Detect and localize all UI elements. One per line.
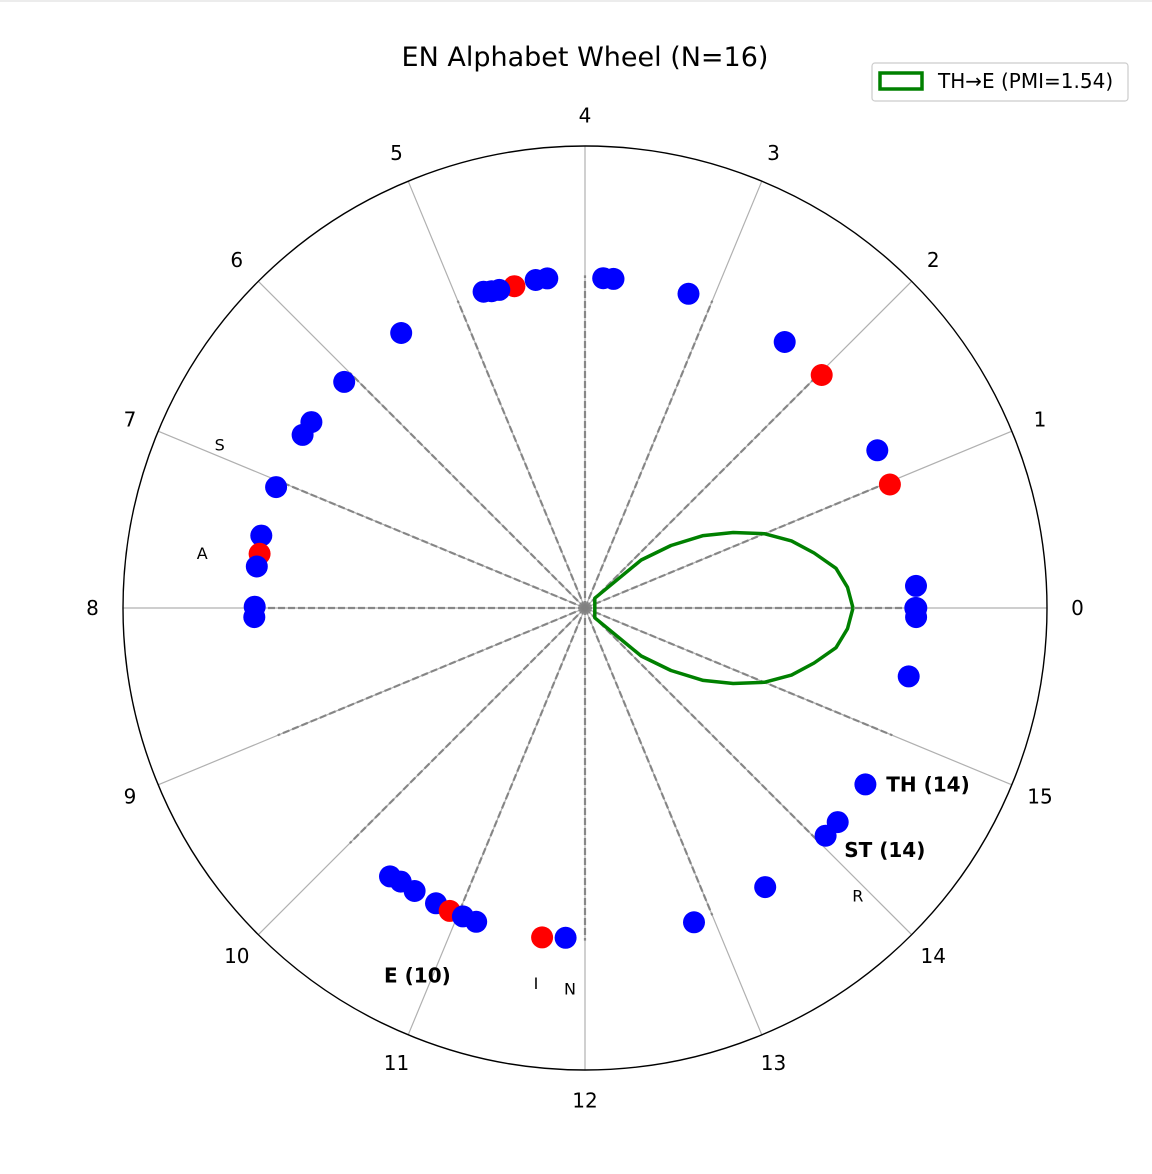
tick-label-8: 8 (86, 596, 99, 620)
point-40 (826, 811, 849, 834)
point-35 (531, 926, 554, 949)
tick-label-15: 15 (1027, 785, 1052, 809)
point-3 (905, 606, 928, 629)
tick-label-5: 5 (390, 141, 403, 165)
dashed-spoke-6 (349, 372, 586, 609)
tick-label-13: 13 (761, 1051, 786, 1075)
point-41 (854, 773, 877, 796)
tick-label-4: 4 (579, 104, 592, 128)
dashed-spoke-2 (584, 372, 821, 609)
legend-label: TH→E (PMI=1.54) (937, 69, 1113, 93)
tick-label-11: 11 (384, 1051, 409, 1075)
dashed-spoke-7 (277, 479, 586, 610)
point-9 (677, 282, 700, 305)
point-22 (265, 476, 288, 499)
tick-label-12: 12 (572, 1089, 597, 1113)
dashed-spoke-5 (456, 300, 587, 609)
top-border (0, 0, 1152, 2)
point-13 (524, 269, 547, 291)
dashed-spokes (252, 275, 918, 941)
point-30 (403, 880, 426, 902)
tick-label-14: 14 (920, 944, 945, 968)
legend-swatch (878, 71, 924, 91)
point-34 (465, 910, 488, 933)
point-21 (291, 423, 314, 446)
point-6 (866, 439, 889, 462)
tick-label-10: 10 (224, 944, 249, 968)
annotation-2: E (10) (384, 963, 451, 987)
tick-label-2: 2 (927, 248, 940, 272)
dashed-spoke-15 (584, 606, 893, 737)
point-27 (243, 606, 266, 629)
point-5 (878, 473, 901, 496)
tick-label-1: 1 (1034, 408, 1047, 432)
curve-line (593, 530, 855, 686)
outer-circle (122, 145, 1048, 1071)
legend-frame (871, 62, 1129, 102)
annotation-4: A (197, 544, 208, 563)
dashed-spoke-10 (349, 607, 586, 844)
annotation-7: N (564, 979, 576, 998)
tick-label-7: 7 (124, 408, 137, 432)
letter-annotations: TH (14) ST (14) E (10) S A R I N (197, 435, 970, 998)
point-19 (333, 370, 356, 393)
point-2 (905, 574, 927, 597)
tick-label-6: 6 (230, 248, 243, 272)
point-11 (592, 267, 615, 290)
point-23 (250, 524, 273, 547)
point-8 (773, 331, 796, 353)
point-4 (897, 665, 920, 688)
dashed-spoke-13 (583, 607, 714, 916)
dashed-spoke-3 (583, 300, 714, 609)
tick-label-9: 9 (124, 785, 137, 809)
annotation-3: S (215, 435, 225, 454)
chart-title: EN Alphabet Wheel (N=16) (402, 42, 769, 73)
tick-label-0: 0 (1071, 596, 1084, 620)
annotation-1: ST (14) (844, 838, 925, 862)
point-18 (390, 322, 413, 344)
legend: TH→E (PMI=1.54) (871, 62, 1129, 102)
points (243, 267, 928, 949)
point-17 (472, 280, 495, 303)
annotation-0: TH (14) (886, 773, 969, 797)
point-38 (754, 876, 777, 899)
dashed-spoke-9 (277, 606, 586, 737)
dashed-spoke-14 (584, 607, 821, 844)
dashed-spoke-1 (584, 479, 893, 610)
point-7 (810, 364, 833, 386)
point-36 (554, 926, 577, 949)
annotation-5: R (852, 887, 863, 906)
pmi-curve (593, 530, 855, 686)
dashed-spoke-11 (456, 607, 587, 916)
point-37 (683, 911, 705, 934)
annotation-6: I (534, 974, 539, 993)
point-25 (245, 555, 268, 578)
tick-label-3: 3 (767, 141, 780, 165)
